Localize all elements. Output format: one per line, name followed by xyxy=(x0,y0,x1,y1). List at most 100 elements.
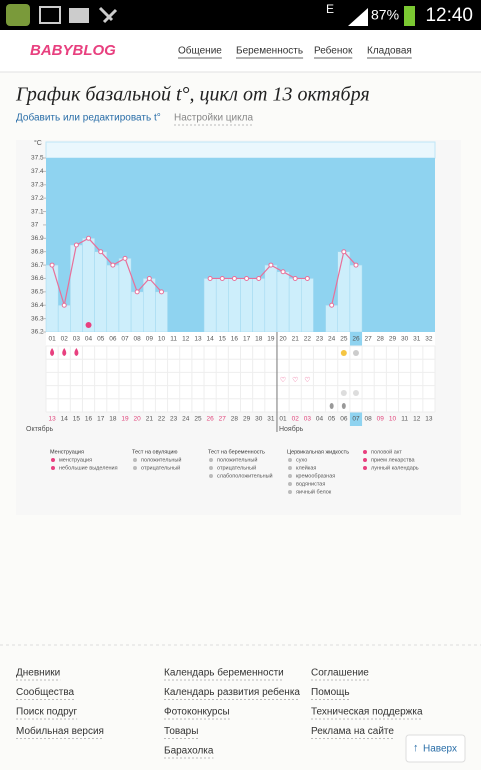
moon-icon xyxy=(85,322,92,328)
date: 21 xyxy=(146,416,154,423)
cycle-day: 26 xyxy=(352,336,360,343)
date: 02 xyxy=(292,416,300,423)
legend-item: небольшие выделения xyxy=(59,465,118,471)
back-to-top-label[interactable]: Наверх xyxy=(423,744,457,755)
y-unit: °C xyxy=(34,139,42,147)
bar xyxy=(155,291,168,333)
heart-icon: ♡ xyxy=(304,376,310,384)
cycle-day: 23 xyxy=(316,336,324,343)
menstruation-icon xyxy=(74,348,79,356)
footer-link[interactable]: Сообщества xyxy=(16,686,75,698)
edit-link[interactable]: Добавить или редактировать t° xyxy=(16,112,161,124)
cycle-day: 11 xyxy=(170,336,177,343)
footer-link[interactable]: Фотоконкурсы xyxy=(164,707,230,718)
legend-item: половой акт xyxy=(371,448,402,455)
date: 28 xyxy=(231,416,239,423)
point xyxy=(158,289,164,295)
date: 20 xyxy=(134,416,142,423)
date: 04 xyxy=(316,416,324,423)
point xyxy=(146,275,152,281)
point xyxy=(280,269,286,275)
header xyxy=(0,30,481,72)
bar xyxy=(82,238,95,333)
point xyxy=(329,302,335,308)
date: 13 xyxy=(48,416,56,423)
date: 31 xyxy=(267,416,275,423)
bar xyxy=(45,264,59,333)
point xyxy=(122,255,128,261)
bar xyxy=(252,278,266,333)
y-tick-label: 36.3 xyxy=(31,315,44,322)
y-tick-label: 36.5 xyxy=(31,289,44,296)
legend-item: отрицательный xyxy=(141,464,180,471)
footer-link[interactable]: Календарь беременности xyxy=(164,667,284,679)
logo[interactable]: BABYBLOG xyxy=(30,42,116,59)
point xyxy=(268,262,274,268)
nav-link[interactable]: Беременность xyxy=(236,46,303,57)
date: 01 xyxy=(279,416,287,423)
date: 06 xyxy=(340,416,348,423)
footer-link[interactable]: Помощь xyxy=(311,687,350,698)
settings-link[interactable]: Настройки цикла xyxy=(174,113,253,124)
bar xyxy=(70,244,83,333)
cycle-day: 06 xyxy=(109,336,117,343)
legend-title: Тест на беременность xyxy=(208,449,265,455)
cycle-day: 20 xyxy=(279,336,287,343)
footer-link[interactable]: Соглашение xyxy=(311,668,369,679)
footer-link[interactable]: Дневники xyxy=(16,668,60,679)
footer-link[interactable]: Барахолка xyxy=(164,746,214,757)
y-tick-label: 37 xyxy=(31,222,39,229)
footer-link[interactable]: Товары xyxy=(164,726,198,737)
date: 11 xyxy=(401,416,408,423)
legend-icon xyxy=(133,458,137,462)
legend-icon xyxy=(51,458,55,462)
point xyxy=(49,262,55,268)
cycle-day: 27 xyxy=(365,336,373,343)
legend-item: отрицательный xyxy=(217,464,256,471)
cycle-day: 19 xyxy=(267,336,275,343)
bar xyxy=(94,251,108,333)
ovulation-icon xyxy=(352,350,359,356)
cycle-day: 01 xyxy=(48,336,56,343)
legend-icon xyxy=(363,466,367,470)
back-to-top-button[interactable] xyxy=(405,734,466,763)
test-icon xyxy=(352,390,359,396)
footer-link[interactable]: Календарь развития ребенка xyxy=(164,686,300,698)
month-label: Ноябрь xyxy=(279,425,304,433)
nav-link[interactable]: Ребенок xyxy=(314,45,353,57)
bar xyxy=(288,278,302,333)
mail-icon xyxy=(69,8,89,23)
legend-item: слабоположительный xyxy=(217,472,273,479)
legend-title: Цервикальная жидкость xyxy=(287,449,349,455)
menstruation-icon xyxy=(50,348,55,356)
bar xyxy=(264,264,278,333)
y-tick-label: 37.1 xyxy=(31,208,44,215)
cycle-day: 29 xyxy=(389,336,397,343)
footer-link[interactable]: Поиск подруг xyxy=(16,707,78,718)
today-marker xyxy=(349,332,363,346)
cycle-day: 30 xyxy=(401,336,409,343)
cycle-day: 24 xyxy=(328,336,336,343)
date: 05 xyxy=(328,416,336,423)
legend-icon xyxy=(288,490,292,494)
legend-icon xyxy=(133,466,137,470)
point xyxy=(207,275,213,281)
ovulation-icon xyxy=(340,350,347,356)
cycle-day: 12 xyxy=(182,336,190,343)
date: 17 xyxy=(97,416,105,423)
nav-link[interactable]: Кладовая xyxy=(367,46,412,57)
footer-link[interactable]: Мобильная версия xyxy=(16,725,104,737)
legend-item: прием лекарства xyxy=(371,457,416,463)
date: 27 xyxy=(219,416,227,423)
legend-icon xyxy=(209,466,213,470)
signal-icon xyxy=(348,8,368,26)
date: 08 xyxy=(365,416,373,423)
nav-link[interactable]: Общение xyxy=(178,45,222,57)
cycle-day: 02 xyxy=(61,336,69,343)
point xyxy=(110,262,116,268)
footer-link[interactable]: Техническая поддержка xyxy=(311,707,423,718)
footer-link[interactable]: Реклама на сайте xyxy=(311,726,394,737)
date: 30 xyxy=(255,416,263,423)
date: 03 xyxy=(304,416,312,423)
